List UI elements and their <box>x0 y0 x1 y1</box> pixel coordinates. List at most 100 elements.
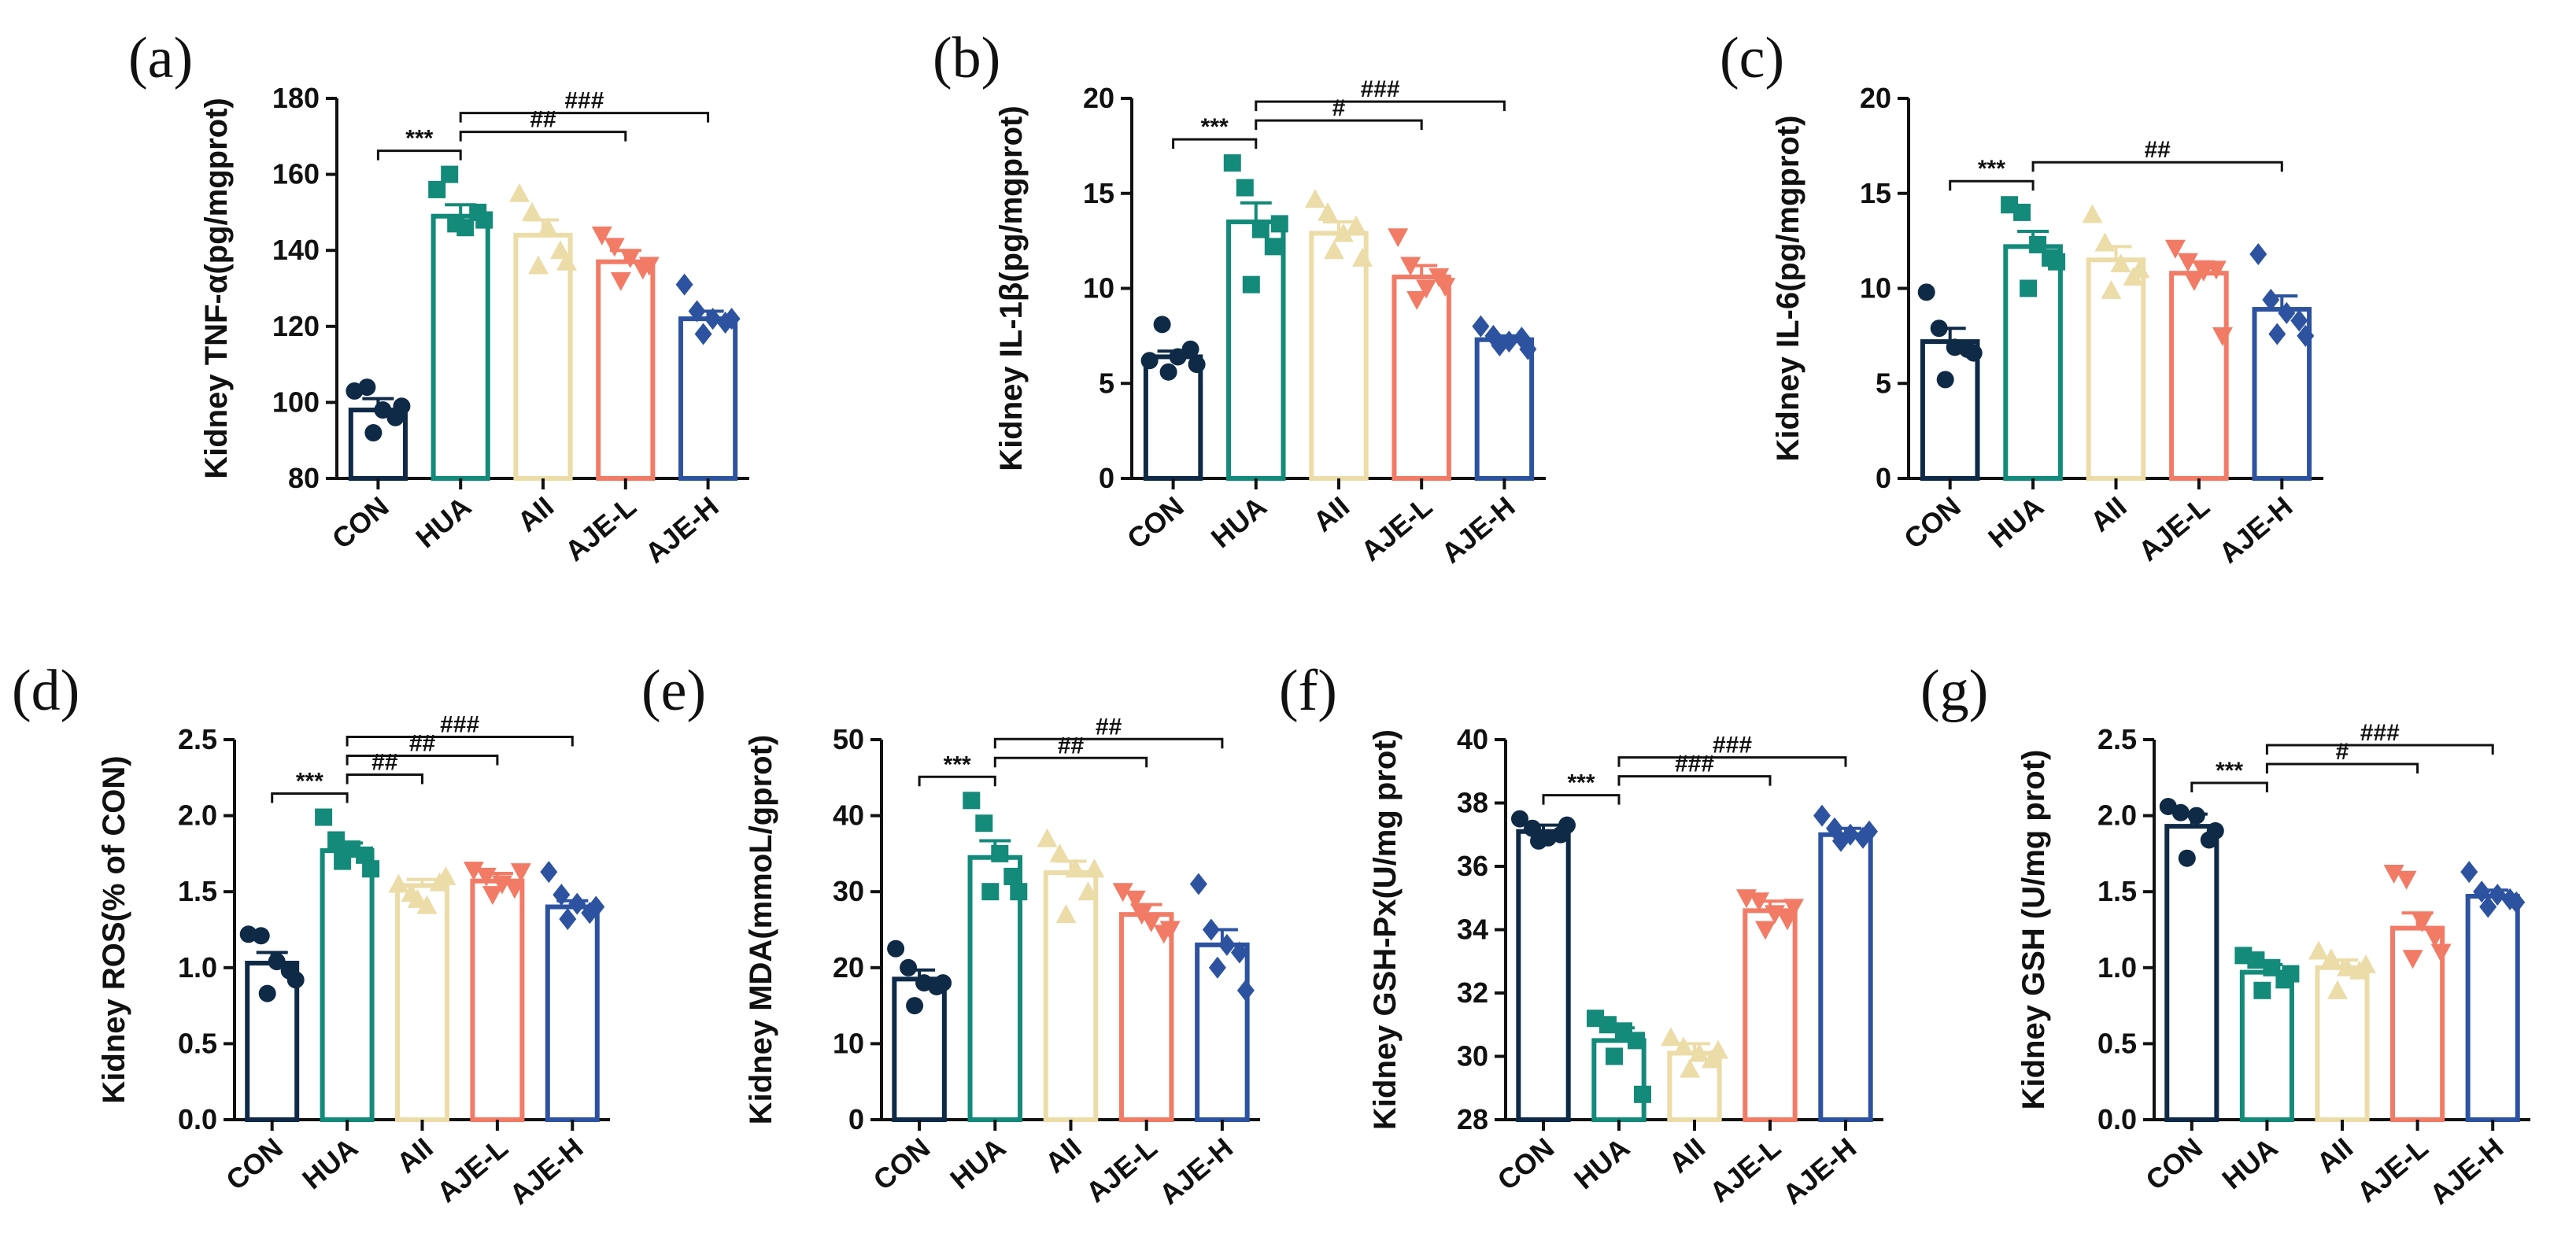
data-point <box>1388 228 1409 248</box>
panel-label: (g) <box>1920 659 1988 723</box>
data-point <box>1049 843 1070 862</box>
data-point <box>2308 940 2329 960</box>
y-tick-label: 80 <box>288 462 320 494</box>
y-tick-label: 2.0 <box>2097 799 2137 832</box>
bar-aje-l <box>2390 925 2445 1122</box>
y-tick-label: 0 <box>1876 462 1891 494</box>
significance-bracket <box>1172 138 1258 150</box>
data-point <box>1634 1085 1651 1103</box>
data-point <box>356 846 374 864</box>
y-tick-label: 120 <box>272 310 320 342</box>
data-point <box>1140 352 1159 370</box>
significance-bracket <box>346 773 423 784</box>
data-point <box>1333 223 1354 242</box>
bar-aje-h <box>1818 832 1873 1122</box>
data-point <box>675 273 693 296</box>
bar-hua <box>431 213 490 481</box>
data-point <box>2193 262 2214 282</box>
data-point <box>1435 278 1456 297</box>
data-point <box>2110 253 2131 273</box>
data-point <box>1599 1016 1617 1034</box>
data-point <box>2262 288 2280 311</box>
x-tick-label: AJE-L <box>2351 1131 2434 1209</box>
y-tick-label: 1.0 <box>178 951 217 984</box>
y-axis-label: Kidney IL-1β(pg/mgprot) <box>994 105 1029 471</box>
data-point <box>1708 1039 1728 1059</box>
x-tick-label: AJE-H <box>1153 1131 1239 1211</box>
significance-label: ### <box>564 88 604 114</box>
significance-bracket <box>376 150 462 161</box>
data-point <box>1511 810 1528 828</box>
y-tick-label: 2.5 <box>2097 723 2137 755</box>
panel-label: (b) <box>933 26 1000 90</box>
y-tick-label: 34 <box>1457 914 1488 946</box>
y-tick-label: 40 <box>833 799 864 832</box>
y-tick-label: 38 <box>1457 787 1488 819</box>
data-point <box>528 255 549 275</box>
data-point <box>2187 807 2205 825</box>
data-point <box>428 180 446 198</box>
data-point <box>1936 371 1954 389</box>
significance-bracket <box>1255 100 1506 112</box>
data-point <box>522 201 542 221</box>
data-point <box>2489 884 2507 906</box>
data-point <box>1702 1049 1722 1069</box>
data-point <box>2013 203 2031 221</box>
significance-label: ### <box>1713 733 1752 759</box>
y-tick-label: 20 <box>1860 82 1891 114</box>
data-point <box>1755 921 1776 940</box>
data-point <box>447 215 465 233</box>
data-point <box>1428 268 1450 288</box>
y-tick-label: 160 <box>272 158 320 190</box>
data-point <box>1352 247 1373 267</box>
bar-aii <box>1043 870 1099 1123</box>
data-point <box>2206 821 2224 840</box>
x-tick-label: CON <box>1898 490 1967 556</box>
data-point <box>1189 873 1207 895</box>
data-point <box>2129 259 2150 279</box>
data-point <box>509 183 530 202</box>
data-point <box>1832 829 1850 852</box>
data-point <box>2460 861 2478 884</box>
x-tick-label: CON <box>220 1131 289 1197</box>
significance-label: ### <box>440 712 479 738</box>
y-axis-label: Kidney GSH-Px(U/mg prot) <box>1368 729 1403 1130</box>
data-point <box>1153 316 1171 334</box>
bar-aje-l <box>2169 271 2229 481</box>
data-point <box>2402 950 2423 969</box>
data-point <box>393 397 411 415</box>
chart-panel-a: (a)Kidney TNF-α(pg/mgprot) 80 100 120 140 160… <box>128 26 749 570</box>
significance-label: ### <box>2360 720 2400 746</box>
data-point <box>723 308 741 330</box>
y-axis-label: Kidney TNF-α(pg/mgprot) <box>199 98 234 479</box>
data-point <box>1003 867 1022 885</box>
y-tick-label: 2.0 <box>178 799 217 832</box>
data-point <box>258 984 276 1002</box>
y-tick-label: 0 <box>1099 462 1114 494</box>
y-tick-label: 180 <box>272 82 320 114</box>
data-point <box>1689 1043 1709 1062</box>
bar-aje-h <box>1195 942 1250 1122</box>
x-tick-label: CON <box>867 1131 937 1197</box>
data-point <box>2253 981 2271 999</box>
data-point <box>504 880 525 899</box>
data-point <box>482 886 503 906</box>
data-point <box>1628 1032 1645 1050</box>
bar-aii <box>1309 231 1369 481</box>
data-point <box>2048 253 2066 271</box>
y-tick-label: 15 <box>1083 177 1114 209</box>
data-point <box>1223 154 1241 172</box>
x-tick-label: HUA <box>296 1131 364 1196</box>
panel-label: (f) <box>1279 659 1337 723</box>
significance-bracket <box>2190 781 2268 793</box>
data-point <box>1530 832 1547 850</box>
x-tick-label: AJE-L <box>1080 1131 1163 1209</box>
data-point <box>2249 243 2267 266</box>
bar-aje-l <box>1391 275 1451 482</box>
data-point <box>619 249 641 268</box>
data-point <box>2290 309 2308 332</box>
significance-label: # <box>2336 739 2349 765</box>
x-tick-label: AJE-H <box>2212 490 2298 570</box>
significance-label: *** <box>1567 770 1595 796</box>
data-point <box>1084 858 1105 878</box>
